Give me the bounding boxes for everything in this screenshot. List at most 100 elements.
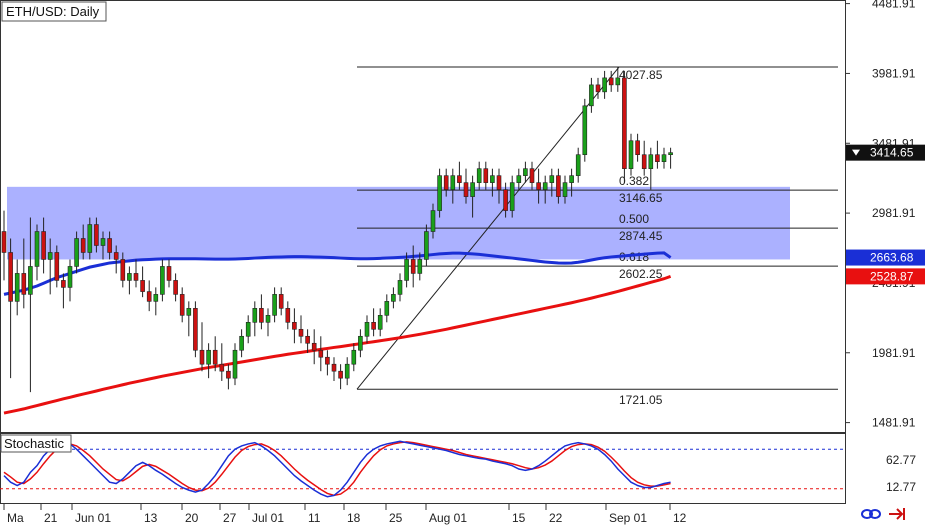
candle: [179, 287, 185, 323]
time-tick-label: Jul 01: [252, 511, 284, 525]
moving-average-blue: [3, 251, 672, 296]
fibonacci-lines: 4027.851721.050.3823146.650.5002874.450.…: [357, 66, 838, 407]
candle: [351, 343, 357, 372]
candle: [615, 67, 621, 92]
candle: [325, 350, 330, 376]
fibonacci-trend-line: [356, 66, 620, 390]
candle: [34, 224, 40, 281]
price-badges: 3414.65 2663.68 2528.87: [846, 144, 925, 285]
candle: [529, 161, 535, 190]
link-icon[interactable]: [861, 509, 881, 519]
candle: [582, 98, 588, 162]
arrow-right-icon[interactable]: [889, 508, 905, 520]
stochastic-d-line: [3, 441, 671, 497]
candle: [443, 168, 449, 197]
candle: [536, 168, 541, 204]
price-tick-label: 3981.91: [872, 66, 916, 80]
stochastic-axis: 62.77 12.77: [886, 453, 916, 494]
candle: [556, 168, 561, 204]
candle: [265, 308, 271, 337]
candle: [47, 238, 53, 295]
candle: [509, 175, 515, 218]
candle: [430, 203, 436, 239]
candle: [8, 238, 13, 379]
candle: [292, 308, 297, 344]
candle: [503, 182, 508, 218]
candle: [107, 231, 112, 260]
candle: [74, 231, 79, 274]
candle: [628, 133, 634, 176]
candle: [424, 224, 429, 267]
price-badge: 2528.87: [846, 268, 925, 285]
time-tick-label: 11: [308, 511, 321, 525]
candle: [344, 357, 350, 386]
support-zone: [7, 186, 790, 260]
price-panel-border: [0, 0, 846, 433]
candle: [318, 336, 324, 372]
price-badge-label: 2528.87: [870, 269, 914, 283]
chart-title-box: ETH/USD: Daily: [1, 1, 107, 22]
stochastic-panel-border: [0, 433, 846, 504]
candle: [463, 168, 469, 204]
candle: [364, 315, 370, 344]
candle: [655, 140, 660, 169]
candle: [186, 301, 192, 337]
candle: [397, 273, 403, 302]
moving-average-red: [3, 274, 672, 415]
stochastic-panel[interactable]: [0, 440, 845, 498]
candle: [120, 252, 126, 288]
candle: [661, 147, 667, 169]
time-tick-label: 25: [389, 511, 403, 525]
time-tick-label: Jun 01: [75, 511, 111, 525]
candle: [358, 329, 363, 358]
price-axis: 4481.913981.913481.912981.912481.911981.…: [845, 0, 916, 430]
time-tick-label: Sep 01: [609, 511, 647, 525]
candle: [41, 217, 46, 274]
candle: [173, 273, 178, 302]
candle: [278, 287, 284, 316]
candle: [245, 315, 251, 344]
time-tick-label: 18: [347, 511, 361, 525]
candle: [483, 161, 489, 190]
candle: [470, 175, 475, 218]
candle: [61, 273, 66, 309]
candle: [28, 217, 33, 393]
candle: [193, 301, 198, 358]
candle: [259, 294, 264, 330]
time-tick-label: 12: [673, 511, 687, 525]
time-tick-label: 13: [144, 511, 158, 525]
candle: [450, 168, 456, 204]
candle: [668, 147, 673, 169]
stochastic-k-line: [3, 440, 671, 498]
candle: [54, 245, 60, 288]
candle: [523, 161, 528, 183]
price-badge: 3414.65: [846, 144, 925, 161]
candle: [21, 238, 27, 309]
candle: [377, 308, 383, 337]
candle: [133, 259, 139, 288]
fib-price-label: 3146.65: [619, 191, 663, 205]
candle: [622, 70, 627, 183]
candle: [80, 224, 86, 260]
candle: [100, 231, 106, 260]
price-panel[interactable]: 4027.851721.050.3823146.650.5002874.450.…: [1, 66, 838, 415]
fib-high-label: 4027.85: [619, 68, 663, 82]
fib-low-label: 1721.05: [619, 393, 663, 407]
fib-price-label: 2874.45: [619, 229, 663, 243]
candle: [391, 287, 396, 309]
candle: [199, 322, 205, 372]
fib-ratio-label: 0.382: [619, 174, 649, 188]
candle: [371, 308, 376, 337]
stochastic-title: Stochastic: [4, 436, 64, 451]
candle: [575, 147, 581, 183]
candle: [549, 168, 555, 197]
candle: [437, 168, 442, 218]
stochastic-tick-label: 12.77: [886, 480, 916, 494]
candle: [285, 301, 291, 330]
time-tick-label: 21: [44, 511, 58, 525]
candle: [232, 343, 238, 386]
time-tick-label: 20: [185, 511, 199, 525]
time-tick-label: 22: [549, 511, 563, 525]
candle: [160, 259, 165, 302]
